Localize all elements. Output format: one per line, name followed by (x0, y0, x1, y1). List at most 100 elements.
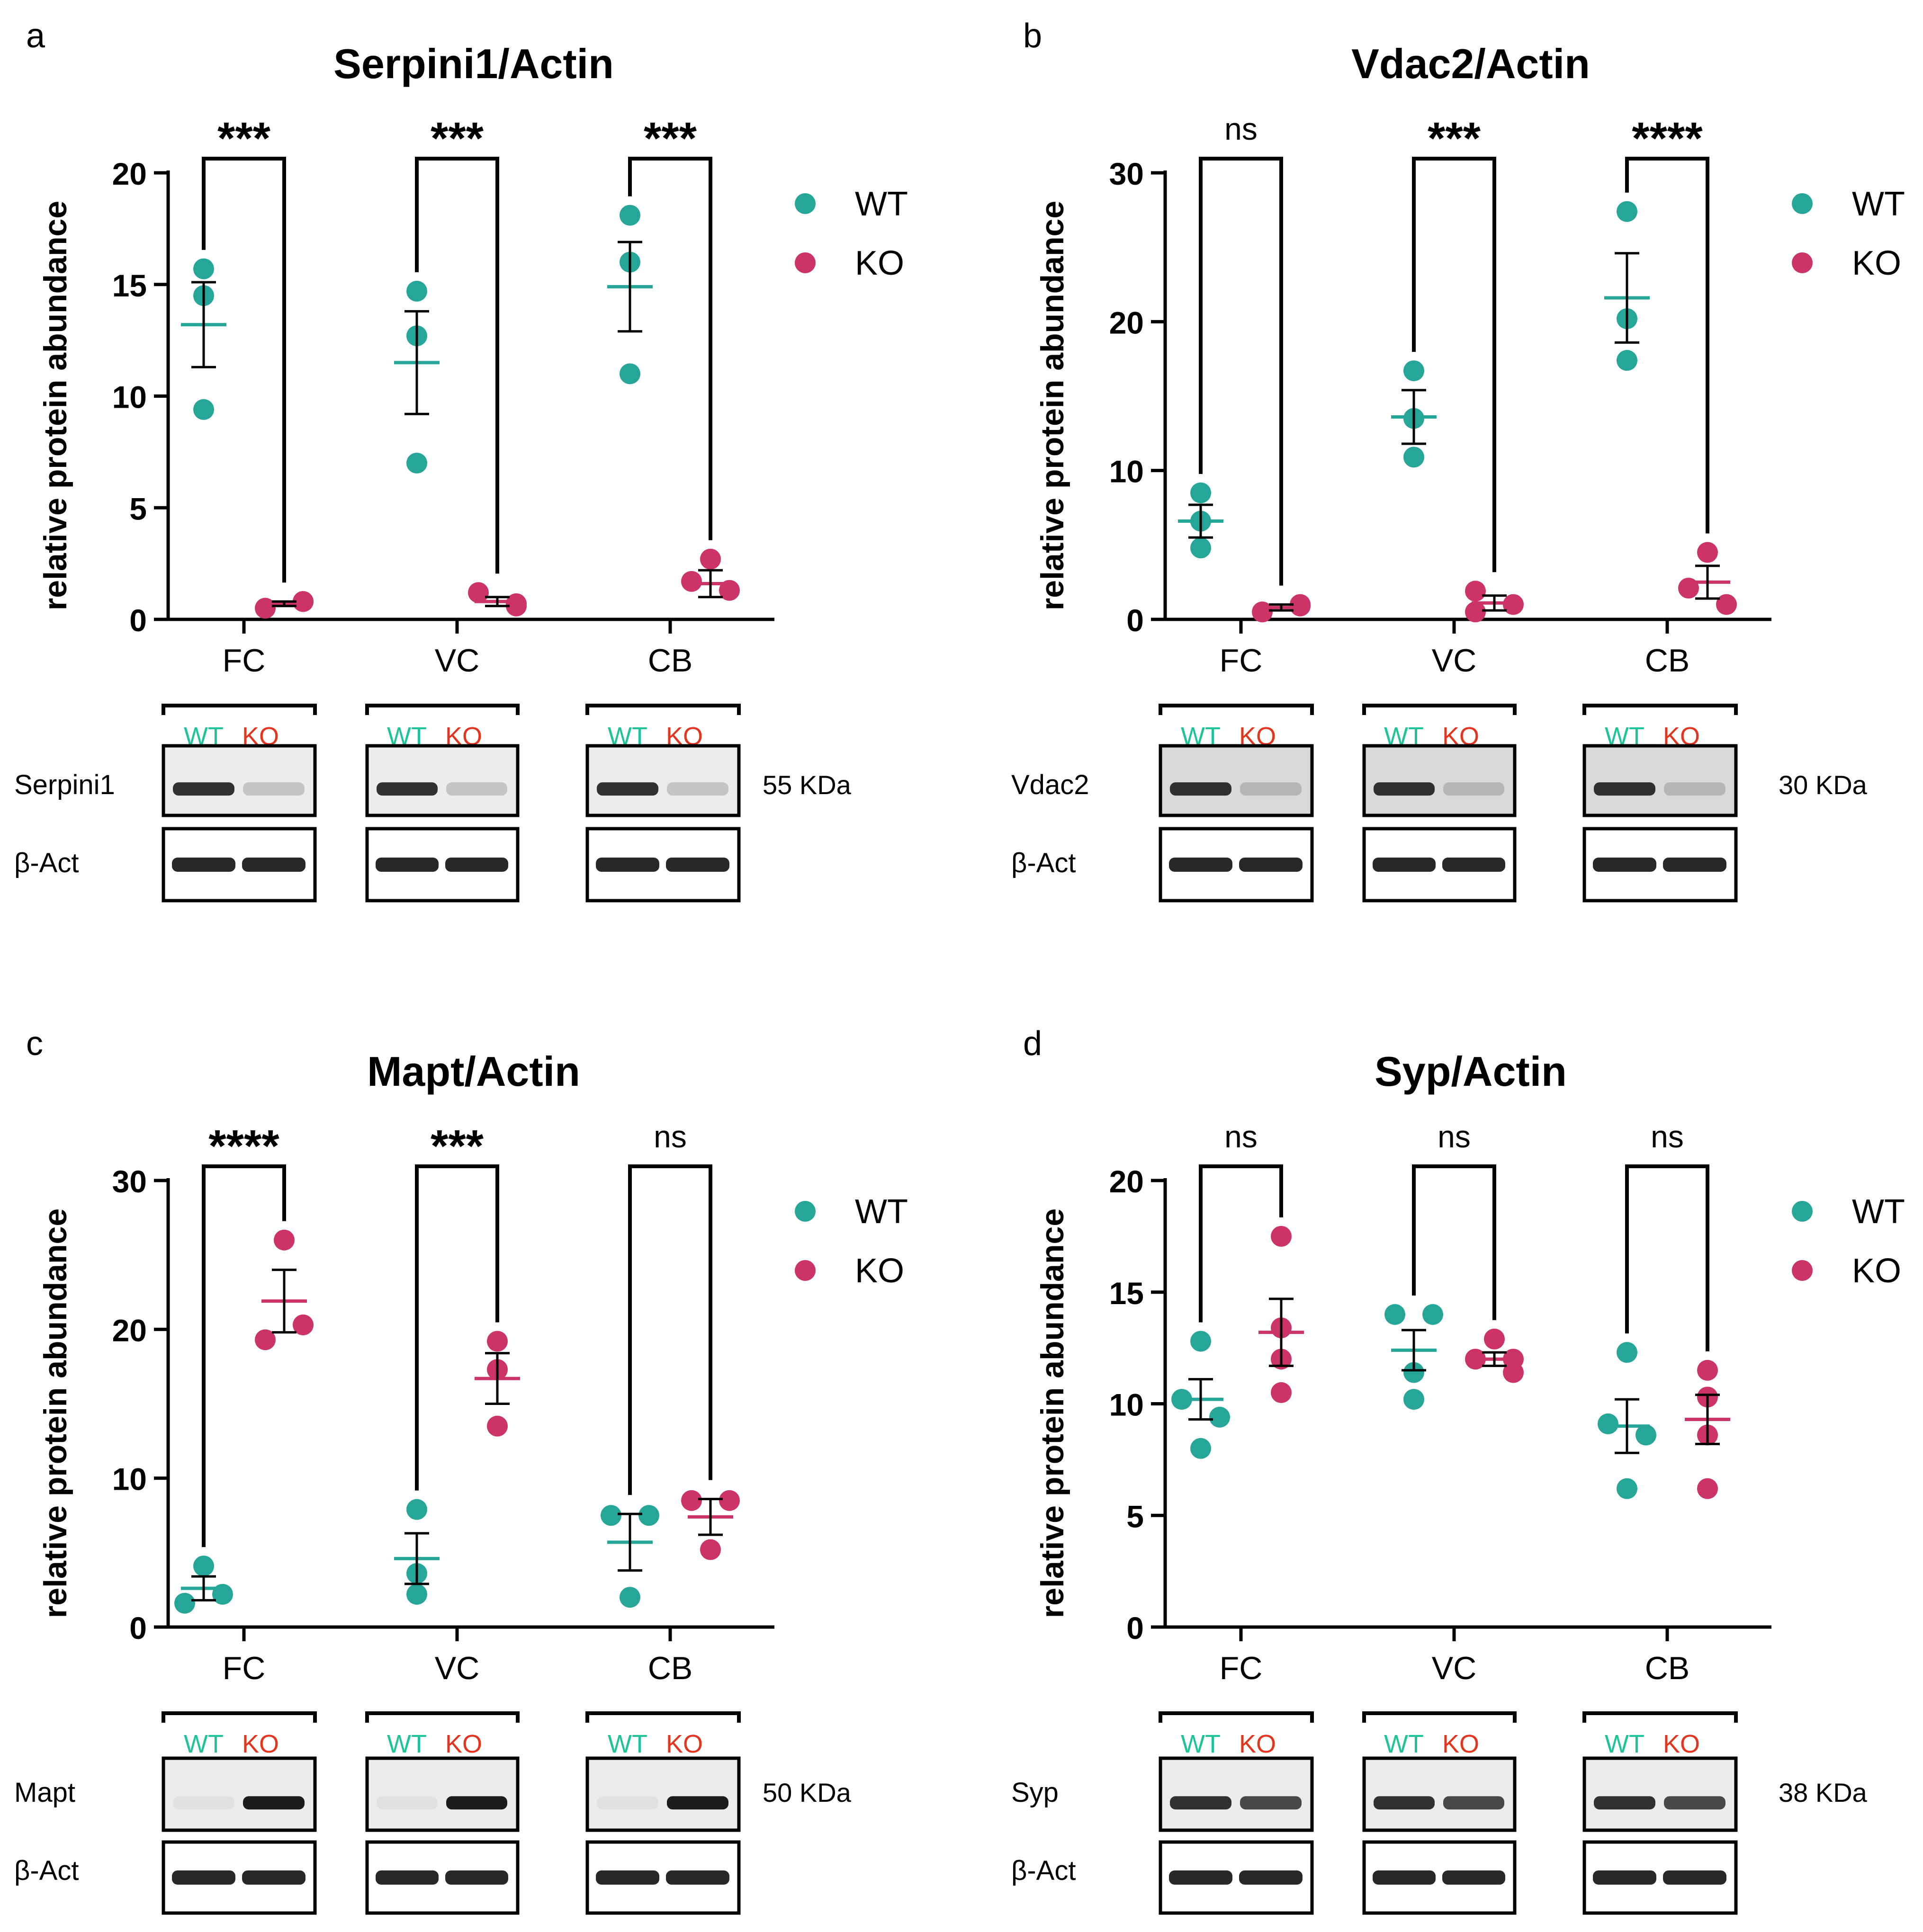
y-tick-label: 10 (1109, 454, 1144, 489)
lane-label-wt: WT (1181, 1730, 1221, 1758)
lane-bracket (1582, 1711, 1738, 1723)
ko-point (1503, 1362, 1524, 1383)
protein-blot-box (162, 1756, 317, 1832)
wt-point (406, 452, 427, 474)
panel-b: b Vdac2/Actin 0 10 20 30 relative protein abun… (1011, 17, 1905, 903)
significance-label: *** (431, 1121, 484, 1172)
y-tick-label: 10 (1109, 1387, 1144, 1422)
y-tick-label: 20 (1109, 305, 1144, 340)
y-tick-label: 10 (112, 380, 147, 415)
x-tick-label-fc: FC (223, 643, 266, 679)
chart-title: Syp/Actin (1375, 1048, 1567, 1095)
wt-point (406, 280, 427, 302)
y-tick-label: 0 (1126, 603, 1144, 638)
significance-label: ns (654, 1119, 687, 1154)
wt-point (193, 1556, 214, 1577)
significance-label: **** (208, 1121, 279, 1172)
significance-bracket (415, 1164, 499, 1491)
y-axis-label: relative protein abundance (37, 201, 73, 610)
ko-point (681, 571, 702, 592)
legend-ko-marker (1792, 252, 1813, 273)
significance-bracket (1199, 157, 1283, 586)
ko-point (506, 593, 527, 614)
blot-band-ko (667, 782, 728, 796)
blot-band-ko (243, 1796, 305, 1810)
blot-actin-label: β-Act (14, 848, 79, 878)
y-tick-label: 20 (112, 1313, 147, 1348)
x-tick-label-cb: CB (1645, 643, 1689, 679)
wt-point (193, 399, 214, 420)
blot-band-wt (1374, 1796, 1435, 1810)
legend-wt-label: WT (855, 1193, 908, 1231)
significance-bracket (628, 1164, 712, 1495)
significance-bracket (202, 1164, 286, 1547)
legend-ko-marker (1792, 1260, 1813, 1281)
actin-band-wt (172, 858, 235, 872)
protein-blot-box (1582, 744, 1738, 817)
protein-blot-box (1582, 1756, 1738, 1832)
protein-blot-box (1362, 744, 1517, 817)
y-tick-label: 20 (112, 156, 147, 191)
actin-band-wt (1593, 1870, 1656, 1885)
ko-point (293, 591, 314, 612)
wt-point (1190, 1438, 1211, 1459)
blot-band-ko (1664, 782, 1725, 796)
blot-size-label: 30 KDa (1779, 770, 1868, 800)
actin-band-ko (242, 1870, 306, 1885)
blot-size-label: 55 KDa (763, 770, 852, 800)
chart-title: Vdac2/Actin (1351, 40, 1590, 87)
significance-bracket (202, 157, 286, 583)
significance-bracket (1412, 1164, 1496, 1320)
lane-label-wt: WT (1384, 1730, 1424, 1758)
actin-band-ko (445, 1870, 508, 1885)
blot-band-wt (1374, 782, 1435, 796)
y-tick-label: 5 (129, 491, 147, 526)
blot-size-label: 50 KDa (763, 1778, 852, 1807)
actin-band-ko (1663, 858, 1726, 872)
lane-label-wt: WT (1605, 1730, 1644, 1758)
x-tick-label-cb: CB (1645, 1650, 1689, 1686)
wt-point (406, 1499, 427, 1520)
x-tick-label-fc: FC (1220, 643, 1263, 679)
blot-band-ko (1443, 1796, 1504, 1810)
wt-point (1635, 1424, 1656, 1446)
actin-band-ko (1239, 858, 1303, 872)
ko-point (274, 1229, 295, 1251)
significance-label: ns (1224, 111, 1258, 146)
actin-band-ko (242, 858, 306, 872)
ko-point (255, 1329, 276, 1351)
actin-band-wt (376, 858, 439, 872)
y-tick-label: 30 (1109, 156, 1144, 191)
legend-wt-marker (795, 193, 816, 214)
x-tick-label-vc: VC (1432, 643, 1476, 679)
lane-bracket (1159, 1711, 1314, 1723)
legend-wt-marker (1792, 193, 1813, 214)
blot-actin-label: β-Act (1011, 848, 1076, 878)
y-axis-label: relative protein abundance (37, 1208, 73, 1618)
panel-a: a Serpini1/Actin 0 5 10 15 20 relative protein … (14, 17, 908, 903)
ko-point (487, 1415, 508, 1437)
significance-bracket (1625, 157, 1709, 534)
lane-label-wt: WT (184, 1730, 224, 1758)
blot-band-ko (667, 1796, 728, 1810)
legend-ko-marker (795, 1260, 816, 1281)
x-tick-label-fc: FC (1220, 1650, 1263, 1686)
wt-point (620, 363, 640, 385)
chart-title: Mapt/Actin (367, 1048, 580, 1095)
wt-point (1190, 1331, 1211, 1352)
panel-letter-a: a (26, 17, 45, 55)
legend-wt-label: WT (1852, 185, 1905, 223)
x-tick-label-cb: CB (648, 643, 692, 679)
x-tick-label-vc: VC (435, 1650, 479, 1686)
actin-band-ko (445, 858, 508, 872)
ko-point (1465, 601, 1486, 623)
actin-band-wt (1593, 858, 1656, 872)
y-tick-label: 0 (129, 1610, 147, 1646)
wt-point (1617, 201, 1637, 222)
lane-bracket (365, 1711, 520, 1723)
significance-label: *** (644, 113, 697, 164)
legend-ko-label: KO (1852, 1252, 1901, 1290)
lane-label-ko: KO (445, 1730, 482, 1758)
lane-label-ko: KO (242, 1730, 279, 1758)
blot-band-ko (446, 1796, 507, 1810)
